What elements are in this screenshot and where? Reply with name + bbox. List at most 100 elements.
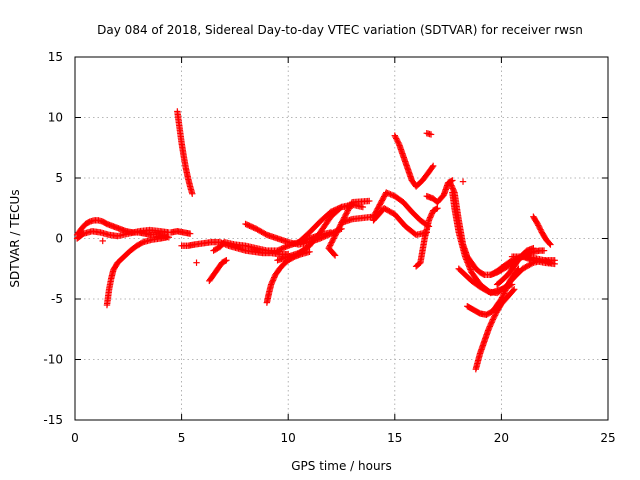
data-point <box>387 191 394 198</box>
data-point <box>342 211 349 218</box>
data-point <box>222 257 229 265</box>
x-tick-label: 5 <box>178 431 186 445</box>
data-point <box>537 226 544 233</box>
x-tick-label: 25 <box>600 431 615 445</box>
data-point <box>393 136 401 144</box>
data-point <box>330 235 337 242</box>
data-point <box>426 215 433 223</box>
data-point <box>514 266 521 274</box>
data-point <box>391 132 398 139</box>
data-point <box>429 162 437 170</box>
data-point <box>385 190 393 197</box>
data-point <box>343 208 351 216</box>
y-axis-label: SDTVAR / TECUs <box>8 189 22 287</box>
data-point <box>500 291 507 299</box>
data-point <box>269 277 277 284</box>
y-tick-label: -5 <box>51 292 63 306</box>
data-point <box>193 259 200 266</box>
data-point <box>540 247 548 254</box>
y-tick-label: 0 <box>55 232 63 246</box>
data-point <box>327 240 335 248</box>
data-point <box>331 232 339 239</box>
data-point <box>489 316 497 323</box>
data-point <box>326 242 334 249</box>
data-point <box>359 203 367 211</box>
data-point <box>487 320 495 327</box>
y-tick-label: 10 <box>48 111 63 125</box>
data-point <box>501 288 508 296</box>
y-axis: 15 10 5 0 -5 -10 -15 <box>43 50 608 427</box>
data-point <box>393 135 400 142</box>
data-point <box>186 230 194 237</box>
data-point <box>505 280 512 287</box>
data-point <box>392 133 399 141</box>
data-point <box>336 204 344 211</box>
data-point <box>325 244 332 252</box>
data-points <box>73 108 558 373</box>
data-point <box>388 191 396 199</box>
data-point <box>447 179 454 187</box>
data-point <box>335 225 342 232</box>
y-tick-label: -15 <box>43 413 63 427</box>
data-point <box>163 234 170 241</box>
data-point <box>334 228 341 235</box>
data-point <box>395 139 402 146</box>
data-point <box>332 231 340 238</box>
data-point <box>270 274 278 281</box>
data-point <box>530 244 537 252</box>
data-point <box>450 186 457 193</box>
data-point <box>492 310 499 318</box>
data-point <box>429 163 436 171</box>
data-point <box>504 281 512 289</box>
data-point <box>343 210 350 217</box>
data-point <box>447 181 455 188</box>
data-point <box>428 210 436 217</box>
data-point <box>535 222 542 229</box>
data-point <box>510 287 517 294</box>
data-point <box>267 281 275 288</box>
data-point <box>448 182 455 189</box>
data-point <box>459 178 467 185</box>
data-point <box>500 290 508 297</box>
data-point <box>502 287 509 294</box>
y-tick-label: 15 <box>48 50 63 64</box>
data-point <box>383 189 390 196</box>
data-point <box>427 213 434 220</box>
chart-title: Day 084 of 2018, Sidereal Day-to-day VTE… <box>97 23 583 37</box>
data-point <box>535 223 543 231</box>
x-tick-label: 20 <box>494 431 509 445</box>
data-point <box>487 321 494 329</box>
data-point <box>394 138 401 145</box>
data-point <box>336 224 343 231</box>
data-point <box>425 217 433 224</box>
data-point <box>268 279 275 287</box>
data-point <box>99 237 106 245</box>
data-point <box>366 197 373 205</box>
data-point <box>489 317 496 325</box>
data-point <box>490 314 497 322</box>
data-point <box>503 284 510 292</box>
data-point <box>331 233 338 241</box>
data-point <box>270 275 277 283</box>
data-point <box>428 211 435 219</box>
data-point <box>450 187 458 195</box>
data-point <box>434 205 441 212</box>
data-point <box>329 238 336 245</box>
data-point <box>536 225 543 232</box>
data-point <box>534 220 541 228</box>
data-point <box>515 265 522 272</box>
data-point <box>504 283 511 290</box>
data-point <box>426 214 434 221</box>
data-point <box>551 260 558 268</box>
x-tick-label: 15 <box>387 431 402 445</box>
x-axis: 0 5 10 15 20 25 <box>71 57 616 445</box>
data-point <box>510 286 518 293</box>
data-point <box>326 243 333 250</box>
x-tick-label: 0 <box>71 431 79 445</box>
data-point <box>547 241 554 248</box>
data-point <box>346 203 354 210</box>
data-point <box>336 222 344 230</box>
x-tick-label: 10 <box>281 431 296 445</box>
data-point <box>448 183 456 191</box>
